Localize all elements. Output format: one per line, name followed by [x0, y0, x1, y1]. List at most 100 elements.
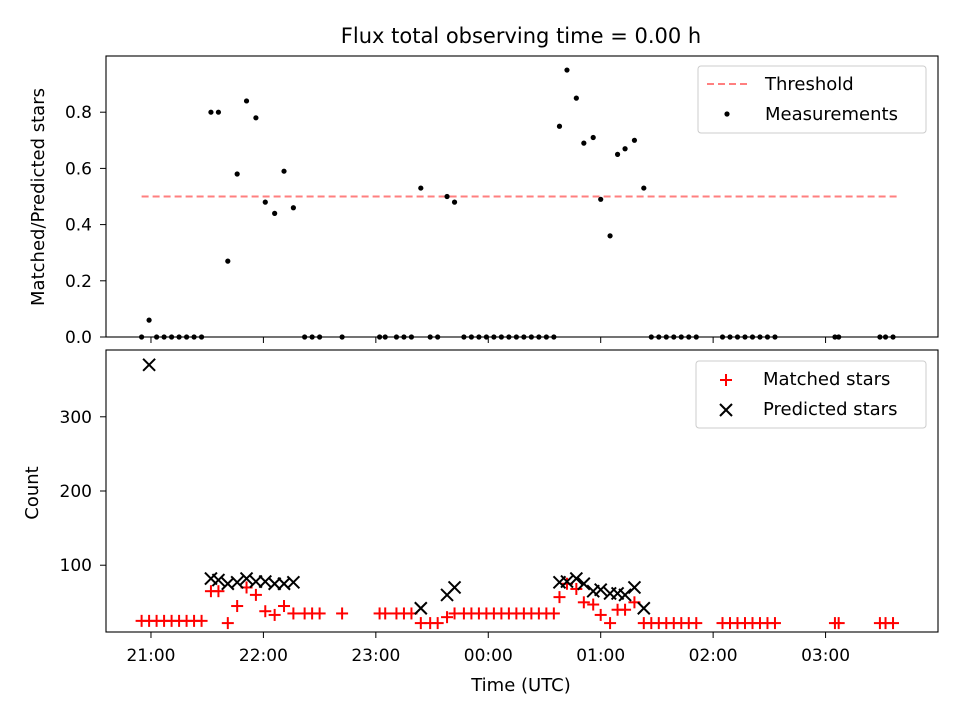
predicted-star-point [577, 577, 591, 591]
top-axes: 0.00.20.40.60.8 Matched/Predicted stars … [28, 55, 939, 348]
top-ytick-label: 0.6 [65, 159, 92, 179]
matched-star-point [336, 607, 349, 620]
predicted-star-point [211, 573, 226, 587]
predicted-star-point [286, 575, 301, 589]
top-frame [105, 55, 939, 338]
measurement-point [234, 171, 240, 177]
predicted-star-point [560, 574, 574, 589]
predicted-star-point [593, 582, 608, 597]
bottom-legend: Matched stars Predicted stars [695, 360, 927, 429]
matched-star-point [832, 617, 845, 630]
bottom-xtick-label: 01:00 [576, 646, 625, 666]
top-ytick-label: 0.4 [65, 216, 92, 236]
predicted-star-point [627, 580, 642, 595]
measurement-point [290, 205, 296, 211]
matched-star-point [268, 608, 281, 621]
predicted-star-point [569, 571, 584, 586]
measurement-point [208, 109, 214, 115]
measurement-point [631, 137, 638, 143]
bottom-axes: 100 200 300 21:00 22:00 23:00 00:00 01:00 02:00 0… [22, 349, 939, 696]
bottom-ylabel: Count [22, 466, 43, 519]
matched-star-point [887, 617, 900, 630]
matched-star-point [259, 605, 272, 618]
matched-star-point [553, 591, 566, 604]
matched-star-point [278, 600, 291, 613]
bottom-ytick-label: 100 [60, 556, 92, 576]
matched-star-point [313, 607, 326, 620]
measurement-point [614, 151, 621, 157]
measurement-point [272, 210, 278, 216]
matched-star-point [768, 617, 781, 630]
predicted-star-point [414, 601, 428, 615]
measurement-point [607, 233, 613, 239]
bottom-xtick-label: 21:00 [126, 646, 175, 666]
top-legend-box [697, 65, 927, 134]
predicted-star-point [618, 588, 632, 602]
measurement-point [451, 199, 458, 205]
matched-star-point [690, 617, 703, 630]
legend-threshold-label: Threshold [764, 74, 854, 95]
measurement-point [262, 199, 268, 205]
legend-matched-swatch [720, 374, 732, 386]
chart-title: Flux total observing time = 0.00 h [341, 24, 701, 48]
matched-star-point [577, 596, 590, 609]
bottom-ytick-label: 200 [60, 482, 92, 502]
matched-star-point [195, 614, 208, 627]
matched-star-point [431, 617, 444, 630]
measurement-point [418, 185, 424, 191]
bottom-ticks: 100 200 300 21:00 22:00 23:00 00:00 01:00 02:00 0… [60, 408, 851, 666]
measurement-point [598, 196, 604, 202]
top-ytick-label: 0.8 [65, 103, 92, 123]
top-ytick-label: 0.0 [65, 328, 92, 348]
legend-measurements-swatch [724, 111, 730, 117]
legend-measurements-label: Measurements [765, 104, 898, 125]
bottom-xtick-label: 00:00 [464, 646, 513, 666]
matched-star-point [231, 600, 244, 613]
top-ytick-label: 0.2 [65, 272, 92, 292]
matched-star-point [547, 607, 560, 620]
measurement-point [146, 317, 152, 323]
matched-star-point [287, 607, 300, 620]
measurement-point [581, 140, 587, 146]
measurement-point [215, 109, 222, 115]
measurement-point [564, 67, 570, 73]
measurement-point [444, 193, 450, 200]
bottom-ytick-label: 300 [60, 408, 92, 428]
matched-star-point [587, 598, 600, 611]
matched-star-point [619, 603, 632, 616]
matched-star-point [604, 617, 617, 630]
predicted-star-point [239, 571, 254, 586]
predicted-star-point [637, 601, 651, 615]
predicted-star-point [142, 358, 156, 372]
measurement-point [641, 185, 647, 191]
measurement-point [225, 258, 231, 264]
legend-predicted-swatch [719, 403, 733, 417]
legend-predicted-label: Predicted stars [763, 399, 897, 420]
bottom-xtick-label: 02:00 [689, 646, 738, 666]
measurement-point [281, 168, 287, 174]
matched-star-point [570, 582, 583, 595]
measurement-point [556, 123, 563, 129]
measurement-point [253, 115, 259, 121]
matched-star-point [221, 617, 234, 630]
matched-star-point [379, 607, 392, 620]
bottom-frame [105, 349, 939, 633]
bottom-legend-box [695, 360, 927, 429]
bottom-xtick-label: 03:00 [801, 646, 850, 666]
top-legend: Threshold Measurements [697, 65, 927, 134]
bottom-xtick-label: 22:00 [239, 646, 288, 666]
measurement-point [573, 95, 579, 101]
predicted-star-point [230, 575, 244, 589]
legend-matched-label: Matched stars [763, 369, 890, 390]
predicted-star-point [447, 580, 462, 595]
measurement-point [622, 146, 628, 152]
bottom-xlabel: Time (UTC) [470, 675, 571, 696]
matched-star-point [249, 588, 262, 601]
bottom-marks [135, 358, 900, 630]
measurement-point [590, 134, 596, 141]
matched-star-point [212, 585, 225, 598]
bottom-xtick-label: 23:00 [351, 646, 400, 666]
measurement-point [243, 98, 250, 104]
matched-star-point [441, 611, 454, 624]
